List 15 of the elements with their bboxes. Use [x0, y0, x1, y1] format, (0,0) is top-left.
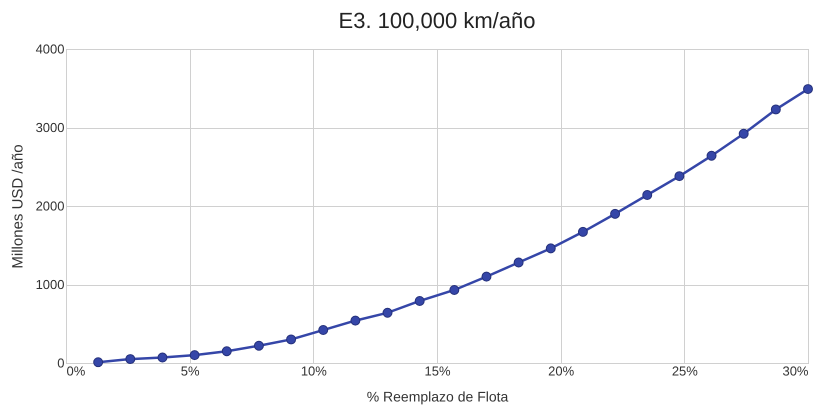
y-axis-title: Millones USD /año: [10, 144, 27, 269]
x-tick-label: 25%: [672, 364, 698, 378]
chart-title: E3. 100,000 km/año: [338, 8, 536, 33]
x-tick-label: 10%: [300, 364, 328, 378]
x-axis-title: % Reemplazo de Flota: [366, 388, 509, 404]
x-tick-label: 15%: [424, 364, 451, 378]
x-tick-label: 5%: [180, 364, 200, 378]
y-tick-label: 4000: [36, 42, 64, 56]
y-tick-label: 2000: [36, 198, 64, 214]
y-tick-label: 3000: [36, 120, 64, 135]
y-tick-label: 1000: [36, 277, 64, 292]
x-tick-label: 30%: [782, 364, 809, 378]
x-tick-label: 0%: [66, 364, 86, 378]
y-tick-label: 0: [57, 356, 64, 370]
x-tick-label: 20%: [548, 364, 575, 378]
